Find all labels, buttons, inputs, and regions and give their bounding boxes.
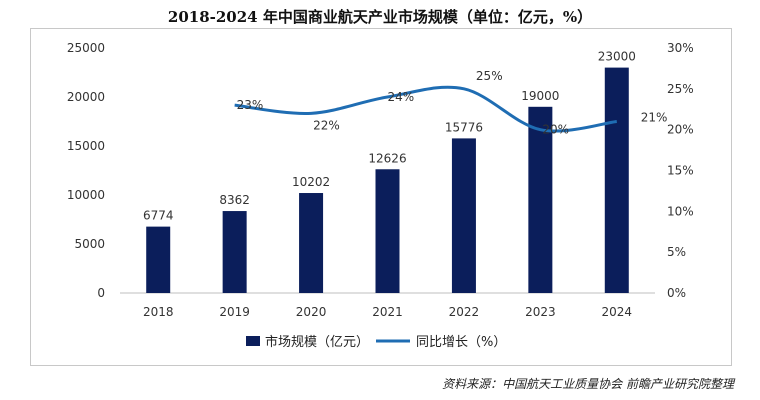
y-right-tick-label: 10% xyxy=(667,204,694,218)
x-tick-label: 2018 xyxy=(143,305,174,319)
y-left-tick-label: 0 xyxy=(97,286,105,300)
y-right-tick-label: 5% xyxy=(667,245,686,259)
bar xyxy=(146,226,171,293)
source-note: 资料来源：中国航天工业质量协会 前瞻产业研究院整理 xyxy=(442,377,734,391)
legend-bar-swatch xyxy=(246,336,260,346)
y-right-tick-label: 20% xyxy=(667,123,694,137)
y-left-tick-label: 5000 xyxy=(74,237,105,251)
bar-data-label: 12626 xyxy=(368,151,406,165)
bar-data-label: 19000 xyxy=(521,89,559,103)
y-left-tick-label: 15000 xyxy=(67,139,105,153)
bar-data-label: 15776 xyxy=(445,120,483,134)
x-tick-label: 2023 xyxy=(525,305,556,319)
y-left-tick-label: 20000 xyxy=(67,90,105,104)
bar-data-label: 10202 xyxy=(292,175,330,189)
bar xyxy=(375,169,400,293)
bar xyxy=(222,211,247,293)
growth-line xyxy=(234,85,617,133)
legend-line-label: 同比增长（%） xyxy=(416,335,506,350)
line-data-label: 23% xyxy=(237,98,264,112)
line-data-label: 24% xyxy=(388,90,415,104)
x-tick-label: 2019 xyxy=(219,305,250,319)
y-right-tick-label: 15% xyxy=(667,164,694,178)
y-left-tick-label: 10000 xyxy=(67,188,105,202)
y-right-tick-label: 30% xyxy=(667,41,694,55)
legend-bar-label: 市场规模（亿元） xyxy=(265,334,369,350)
line-data-label: 22% xyxy=(313,118,340,132)
chart-title: 2018-2024 年中国商业航天产业市场规模（单位：亿元，%） xyxy=(167,8,593,26)
bar xyxy=(604,67,629,293)
line-data-label: 20% xyxy=(542,123,569,137)
bar xyxy=(299,193,324,293)
line-data-label: 25% xyxy=(476,69,503,83)
x-tick-label: 2024 xyxy=(602,305,633,319)
x-tick-label: 2022 xyxy=(449,305,480,319)
y-right-tick-label: 0% xyxy=(667,286,686,300)
line-data-label: 21% xyxy=(641,111,668,125)
x-tick-label: 2021 xyxy=(372,305,403,319)
y-left-tick-label: 25000 xyxy=(67,41,105,55)
bar-data-label: 6774 xyxy=(143,209,174,223)
bar xyxy=(528,106,553,293)
bar-data-label: 23000 xyxy=(598,50,636,64)
x-tick-label: 2020 xyxy=(296,305,327,319)
bar xyxy=(451,138,476,293)
bar-data-label: 8362 xyxy=(219,193,250,207)
chart-frame xyxy=(30,28,732,366)
y-right-tick-label: 25% xyxy=(667,82,694,96)
